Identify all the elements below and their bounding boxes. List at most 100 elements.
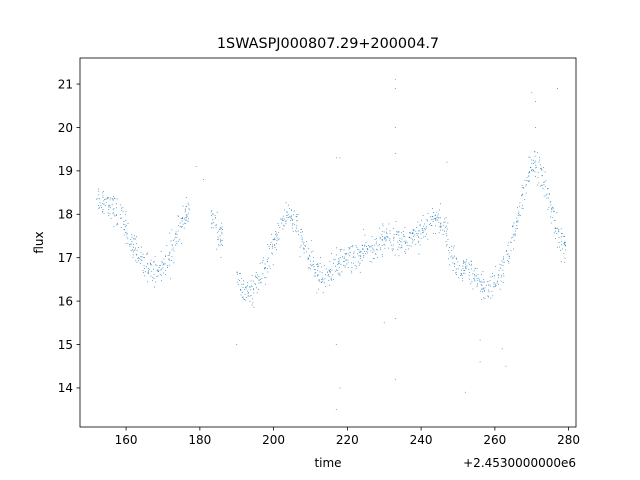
data-point bbox=[116, 214, 118, 216]
data-point bbox=[342, 256, 343, 258]
data-point bbox=[349, 247, 351, 249]
data-point bbox=[354, 265, 356, 267]
data-point bbox=[272, 247, 273, 249]
data-point bbox=[447, 239, 449, 240]
y-tick-label: 16 bbox=[58, 294, 73, 308]
data-point bbox=[256, 287, 258, 289]
data-point bbox=[148, 273, 150, 274]
data-point bbox=[446, 235, 448, 237]
data-point bbox=[404, 243, 406, 244]
data-point bbox=[307, 258, 309, 260]
data-point bbox=[420, 233, 422, 235]
data-point bbox=[317, 274, 319, 276]
data-point bbox=[129, 245, 131, 247]
data-point bbox=[551, 207, 553, 209]
data-point bbox=[249, 301, 251, 302]
data-point bbox=[324, 285, 326, 287]
data-point bbox=[517, 215, 519, 216]
data-point bbox=[290, 217, 292, 219]
data-point bbox=[168, 264, 170, 266]
data-point bbox=[484, 298, 486, 299]
data-point bbox=[397, 231, 398, 233]
data-point bbox=[171, 249, 173, 251]
data-point bbox=[188, 204, 190, 206]
data-point bbox=[123, 223, 125, 225]
data-point bbox=[296, 227, 298, 229]
data-point bbox=[431, 215, 433, 217]
data-point bbox=[163, 258, 165, 260]
data-point bbox=[334, 265, 336, 267]
data-point bbox=[519, 214, 521, 216]
data-point bbox=[315, 272, 317, 273]
data-point bbox=[461, 269, 463, 271]
data-point bbox=[472, 273, 474, 275]
data-point bbox=[418, 236, 419, 238]
data-point bbox=[310, 268, 311, 270]
data-point bbox=[543, 181, 545, 183]
data-point bbox=[533, 151, 535, 153]
data-point bbox=[521, 194, 523, 196]
data-point bbox=[400, 247, 402, 249]
data-point bbox=[104, 198, 106, 200]
data-point bbox=[299, 246, 301, 248]
data-point bbox=[472, 288, 474, 290]
data-point bbox=[540, 164, 541, 166]
data-point bbox=[562, 235, 564, 237]
data-point bbox=[428, 224, 430, 226]
data-point bbox=[168, 258, 169, 260]
data-point bbox=[377, 245, 379, 247]
data-point bbox=[344, 265, 346, 267]
data-point bbox=[389, 239, 390, 241]
data-point bbox=[381, 230, 383, 232]
data-point bbox=[121, 209, 123, 211]
data-point bbox=[481, 281, 483, 283]
data-point bbox=[159, 274, 161, 275]
data-point bbox=[309, 255, 311, 257]
data-point bbox=[171, 229, 173, 231]
data-point bbox=[394, 254, 396, 256]
data-point bbox=[211, 222, 213, 224]
data-point bbox=[120, 217, 122, 219]
data-point bbox=[495, 285, 497, 287]
data-point bbox=[108, 206, 110, 208]
data-point bbox=[188, 212, 189, 214]
data-point bbox=[561, 240, 563, 242]
data-point bbox=[314, 272, 316, 274]
data-point bbox=[211, 215, 212, 216]
data-point bbox=[304, 245, 306, 246]
data-point bbox=[379, 244, 380, 245]
data-point bbox=[243, 283, 244, 285]
data-point bbox=[253, 289, 254, 291]
data-point bbox=[448, 258, 450, 260]
data-point bbox=[131, 236, 133, 238]
data-point bbox=[143, 268, 145, 269]
data-point bbox=[382, 223, 384, 225]
data-point bbox=[132, 254, 134, 256]
data-point bbox=[240, 288, 242, 290]
data-point bbox=[363, 255, 365, 256]
data-point bbox=[317, 270, 319, 271]
data-point bbox=[116, 207, 117, 209]
data-point bbox=[515, 228, 517, 229]
data-point bbox=[511, 237, 513, 239]
data-point bbox=[212, 214, 214, 216]
data-point bbox=[448, 250, 449, 251]
data-point bbox=[181, 218, 183, 219]
data-point bbox=[131, 249, 133, 251]
data-point bbox=[109, 199, 111, 201]
data-point bbox=[381, 239, 383, 241]
data-point bbox=[348, 248, 350, 250]
data-point bbox=[563, 243, 565, 245]
data-point bbox=[359, 251, 361, 253]
data-point bbox=[531, 170, 532, 171]
data-point bbox=[518, 211, 520, 213]
data-point bbox=[411, 238, 413, 240]
data-point bbox=[178, 225, 179, 226]
data-point bbox=[516, 220, 517, 222]
data-point bbox=[531, 170, 533, 172]
data-point bbox=[125, 243, 127, 245]
data-point bbox=[147, 252, 148, 254]
data-point bbox=[440, 222, 442, 224]
data-point bbox=[114, 215, 116, 217]
data-point bbox=[259, 262, 261, 264]
